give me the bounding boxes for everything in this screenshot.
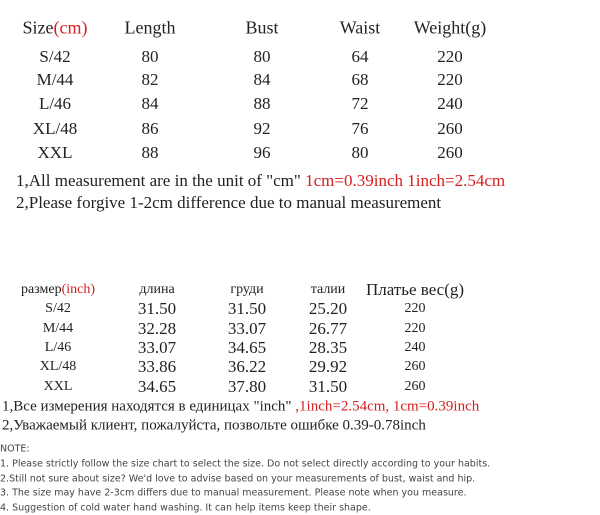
table-cell: 31.50	[137, 299, 177, 318]
table-cell: 260	[437, 143, 463, 162]
table-cell: S/42	[39, 47, 71, 66]
table-cell: 92	[253, 119, 271, 138]
table-cell: 33.07	[227, 319, 267, 338]
header-cell: талии	[310, 282, 346, 297]
table-cell: M/44	[36, 70, 74, 89]
table-cell: 37.80	[227, 377, 267, 396]
table-cell: 86	[141, 119, 159, 138]
notes-item: 4. Suggestion of cold water hand washing…	[0, 502, 371, 513]
notes-item: 1. Please strictly follow the size chart…	[0, 458, 491, 470]
header-label: Size	[22, 17, 54, 38]
unit-label: (inch)	[61, 282, 96, 297]
table-cell: 36.22	[227, 357, 267, 376]
table-cell: 260	[404, 359, 426, 374]
note-text: 1,All measurement are in the unit of "cm…	[16, 171, 301, 190]
table-cell: 31.50	[227, 299, 267, 318]
table-cell: 88	[141, 143, 159, 162]
notes-item: 3. The size may have 2-3cm differs due t…	[0, 487, 467, 499]
table-cell: 76	[351, 119, 369, 138]
table-cell: XXL	[37, 143, 73, 162]
note-line-1: 1,Все измерения находятся в единицах "in…	[2, 399, 479, 416]
table-cell: 260	[437, 119, 463, 138]
table-cell: 240	[437, 94, 463, 113]
table-cell: 64	[351, 47, 369, 66]
header-cell: Bust	[245, 17, 279, 38]
header-cell: Платье вес(g)	[365, 280, 465, 299]
table-cell: XL/48	[32, 119, 78, 138]
table-cell: S/42	[45, 301, 71, 316]
header-cell: Weight(g)	[413, 17, 487, 38]
table-cell: 34.65	[227, 338, 267, 357]
table-cell: 80	[253, 47, 271, 66]
table-cell: 80	[141, 47, 159, 66]
notes-item: 2.Still not sure about size? We'd love t…	[0, 473, 476, 484]
table-cell: 26.77	[308, 319, 348, 338]
table-cell: 31.50	[308, 377, 348, 396]
header-cell: Length	[124, 17, 176, 38]
header-size: Size(cm)	[23, 18, 88, 39]
table-cell: 220	[404, 321, 426, 336]
note-line-2: 2,Уважаемый клиент, пожалуйста, позвольт…	[2, 417, 426, 434]
table-cell: 34.65	[137, 377, 177, 396]
table-cell: 25.20	[308, 299, 348, 318]
table-cell: 84	[253, 70, 271, 89]
table-cell: 32.28	[137, 319, 177, 338]
table-cell: 33.07	[137, 338, 177, 357]
note-line-1: 1,All measurement are in the unit of "cm…	[16, 171, 505, 191]
conversion-text: ,1inch=2.54cm, 1cm=0.39inch	[295, 398, 480, 415]
table-cell: 82	[141, 70, 159, 89]
note-text: 1,Все измерения находятся в единицах "in…	[2, 398, 292, 415]
notes-title: NOTE:	[0, 443, 30, 455]
table-cell: 96	[253, 143, 271, 162]
table-cell: 84	[141, 94, 159, 113]
table-cell: L/46	[38, 94, 72, 113]
table-cell: 220	[404, 301, 426, 316]
table-cell: XL/48	[39, 359, 77, 374]
table-cell: M/44	[42, 321, 74, 336]
table-cell: 33.86	[137, 357, 177, 376]
header-cell: груди	[230, 282, 264, 297]
note-line-2: 2,Please forgive 1-2cm difference due to…	[16, 193, 442, 212]
table-cell: 240	[404, 340, 426, 355]
conversion-text: 1cm=0.39inch 1inch=2.54cm	[305, 171, 506, 190]
table-cell: 88	[253, 94, 271, 113]
header-cell: Waist	[339, 17, 381, 38]
header-cell: длина	[139, 282, 175, 297]
table-cell: 260	[404, 379, 426, 394]
table-cell: 68	[351, 70, 369, 89]
table-cell: 29.92	[308, 357, 348, 376]
unit-label: (cm)	[53, 17, 88, 38]
header-size: размер(inch)	[21, 282, 95, 298]
table-cell: L/46	[44, 340, 72, 355]
table-cell: 28.35	[308, 338, 348, 357]
table-cell: 220	[437, 70, 463, 89]
table-cell: XXL	[43, 379, 73, 394]
table-cell: 72	[351, 94, 369, 113]
table-cell: 80	[351, 143, 369, 162]
header-label: размер	[20, 282, 62, 297]
table-cell: 220	[437, 47, 463, 66]
